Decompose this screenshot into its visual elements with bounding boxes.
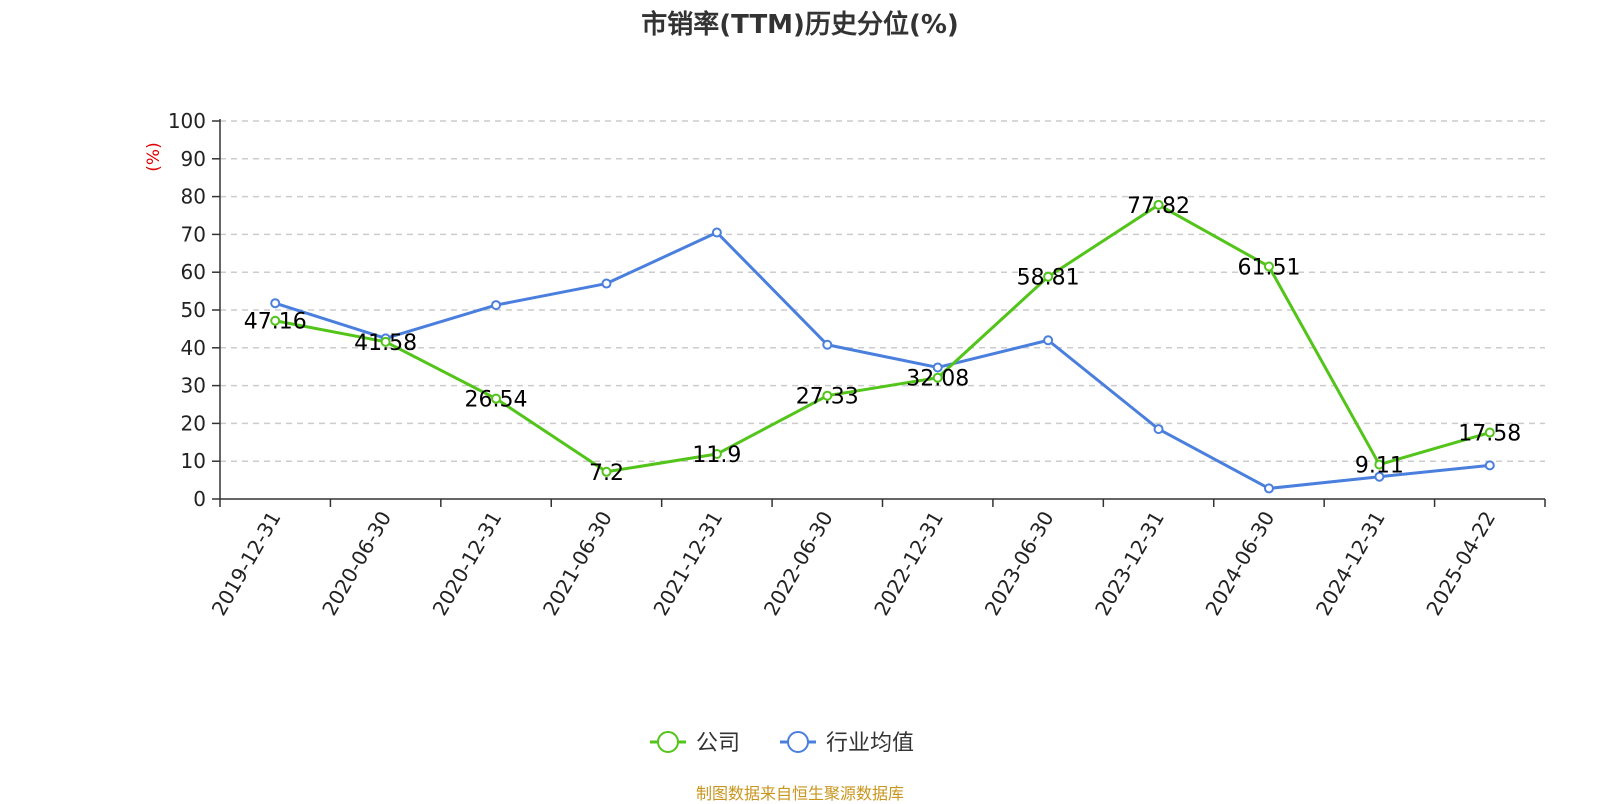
data-point [1263, 261, 1274, 272]
data-point [491, 300, 502, 311]
y-tick-label: 100 [168, 109, 206, 133]
y-tick-label: 60 [181, 260, 206, 284]
data-point [270, 298, 281, 309]
legend-marker [657, 731, 679, 753]
x-tick-label: 2025-04-22 [1421, 507, 1500, 620]
data-point [1263, 483, 1274, 494]
y-tick-label: 90 [181, 147, 206, 171]
data-label: 7.2 [589, 461, 624, 486]
x-tick-label: 2024-12-31 [1311, 507, 1390, 620]
data-point [711, 227, 722, 238]
x-tick-label: 2022-12-31 [869, 507, 948, 620]
data-point [601, 466, 612, 477]
legend[interactable]: 公司 行业均值 [650, 731, 914, 756]
x-tick-label: 2020-06-30 [317, 507, 396, 620]
data-point [711, 449, 722, 460]
data-point [1374, 471, 1385, 482]
data-point [1374, 459, 1385, 470]
legend-label: 公司 [696, 731, 740, 756]
data-label: 58.81 [1017, 266, 1080, 291]
legend-marker [787, 731, 809, 753]
y-tick-label: 10 [181, 449, 206, 473]
data-point [822, 390, 833, 401]
data-point [380, 336, 391, 347]
x-tick-label: 2023-06-30 [980, 507, 1059, 620]
grid-lines [220, 120, 1545, 462]
x-tick-label: 2024-06-30 [1200, 507, 1279, 620]
y-tick-label: 20 [181, 411, 206, 435]
data-point [932, 372, 943, 383]
x-tick-label: 2022-06-30 [759, 507, 838, 620]
data-point [1043, 335, 1054, 346]
axes: 0 10 20 30 40 50 60 70 80 90 100 2019-12-31 2020-06-… [168, 109, 1546, 620]
source-note: 制图数据来自恒生聚源数据库 [695, 784, 904, 803]
data-label: 77.82 [1127, 194, 1190, 219]
data-label: 11.9 [692, 443, 741, 468]
y-tick-label: 0 [193, 487, 206, 511]
y-axis-label: (%) [144, 142, 164, 171]
data-point [1153, 424, 1164, 435]
data-point [1043, 271, 1054, 282]
series-line-0 [274, 203, 1491, 474]
data-label: 9.11 [1355, 454, 1404, 479]
data-point [1153, 199, 1164, 210]
legend-item-1[interactable]: 行业均值 [780, 731, 914, 756]
x-tick-label: 2021-12-31 [648, 507, 727, 620]
y-tick-label: 80 [181, 185, 206, 209]
y-tick-label: 30 [181, 374, 206, 398]
data-labels: 47.16 41.58 26.54 7.2 11.9 27.33 32.08 58.81 77.… [244, 194, 1522, 486]
data-point [601, 278, 612, 289]
data-label: 41.58 [354, 331, 417, 356]
data-point [822, 339, 833, 350]
x-tick-label: 2020-12-31 [428, 507, 507, 620]
data-point [270, 315, 281, 326]
data-label: 26.54 [465, 388, 528, 413]
x-tick-label: 2019-12-31 [207, 507, 286, 620]
data-point [491, 393, 502, 404]
data-point [932, 362, 943, 373]
data-label: 27.33 [796, 385, 859, 410]
series-line-1 [274, 231, 1490, 490]
data-label: 61.51 [1237, 255, 1300, 280]
x-tick-label: 2021-06-30 [538, 507, 617, 620]
y-tick-label: 50 [181, 298, 206, 322]
data-label: 47.16 [244, 310, 307, 335]
data-label: 17.58 [1458, 422, 1521, 447]
y-tick-label: 70 [181, 222, 206, 246]
legend-label: 行业均值 [826, 731, 914, 756]
legend-item-0[interactable]: 公司 [650, 731, 740, 756]
data-point [1484, 427, 1495, 438]
y-tick-label: 40 [181, 336, 206, 360]
chart-title: 市销率(TTM)历史分位(%) [641, 10, 959, 40]
x-tick-label: 2023-12-31 [1090, 507, 1169, 620]
data-point [1484, 460, 1495, 471]
series-lines [270, 199, 1495, 494]
data-label: 32.08 [906, 367, 969, 392]
